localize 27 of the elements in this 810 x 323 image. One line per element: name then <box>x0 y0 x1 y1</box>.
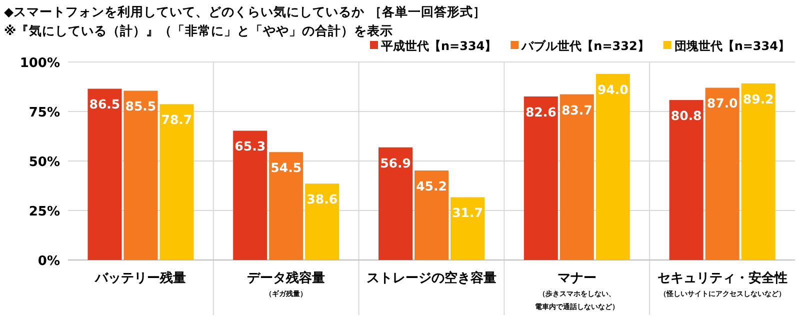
data-label: 94.0 <box>597 82 629 97</box>
data-label: 38.6 <box>306 192 338 207</box>
y-tick-label: 50% <box>28 155 60 170</box>
data-label: 80.8 <box>670 108 702 124</box>
data-label: 54.5 <box>270 160 302 176</box>
data-label: 86.5 <box>89 96 120 112</box>
category-label: バッテリー残量 <box>95 271 186 286</box>
data-label: 83.7 <box>561 102 592 118</box>
data-label: 89.2 <box>742 91 774 106</box>
data-label: 85.5 <box>125 98 156 114</box>
legend-label: 平成世代【n=334】 <box>380 39 497 53</box>
data-label: 31.7 <box>452 205 483 220</box>
data-label: 45.2 <box>416 178 447 194</box>
legend-label: 団塊世代【n=334】 <box>674 39 790 53</box>
y-tick-label: 0% <box>38 254 60 269</box>
chart-title: ◆スマートフォンを利用していて、どのくらい気にしているか ［各単一回答形式］ <box>4 4 486 19</box>
data-label: 56.9 <box>380 155 411 170</box>
data-label: 65.3 <box>234 138 266 154</box>
data-label: 82.6 <box>525 104 557 120</box>
legend-label: バブル世代【n=332】 <box>520 39 650 53</box>
data-label: 87.0 <box>706 96 738 111</box>
category-label: ストレージの空き容量 <box>366 271 496 286</box>
y-tick-label: 100% <box>20 56 60 71</box>
y-tick-label: 75% <box>28 106 60 120</box>
chart-subtitle: ※『気にしている（計）』（「非常に」と「やや」の合計）を表示 <box>4 23 394 38</box>
y-tick-label: 25% <box>28 204 60 220</box>
data-label: 78.7 <box>161 112 192 128</box>
